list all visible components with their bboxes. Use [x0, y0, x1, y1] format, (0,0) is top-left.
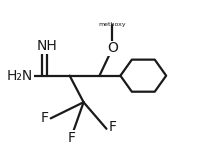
Text: H₂N: H₂N: [7, 69, 33, 83]
Text: O: O: [107, 41, 118, 55]
Text: NH: NH: [36, 39, 57, 53]
Text: methoxy: methoxy: [99, 22, 126, 28]
Text: F: F: [108, 120, 116, 134]
Text: F: F: [68, 131, 76, 145]
Text: F: F: [41, 111, 49, 125]
